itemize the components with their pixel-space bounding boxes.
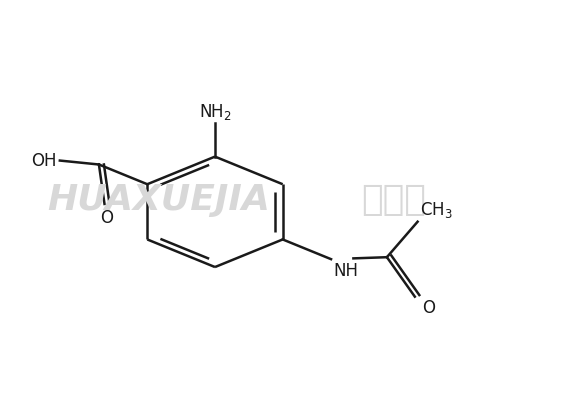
Text: HUAXUEJIA: HUAXUEJIA [48, 183, 271, 217]
Text: O: O [100, 209, 113, 227]
Text: NH$_2$: NH$_2$ [199, 102, 231, 122]
Text: 化学加: 化学加 [362, 183, 426, 217]
Text: CH$_3$: CH$_3$ [420, 200, 453, 220]
Text: NH: NH [333, 262, 358, 280]
Text: O: O [422, 299, 435, 317]
Text: OH: OH [32, 152, 57, 170]
